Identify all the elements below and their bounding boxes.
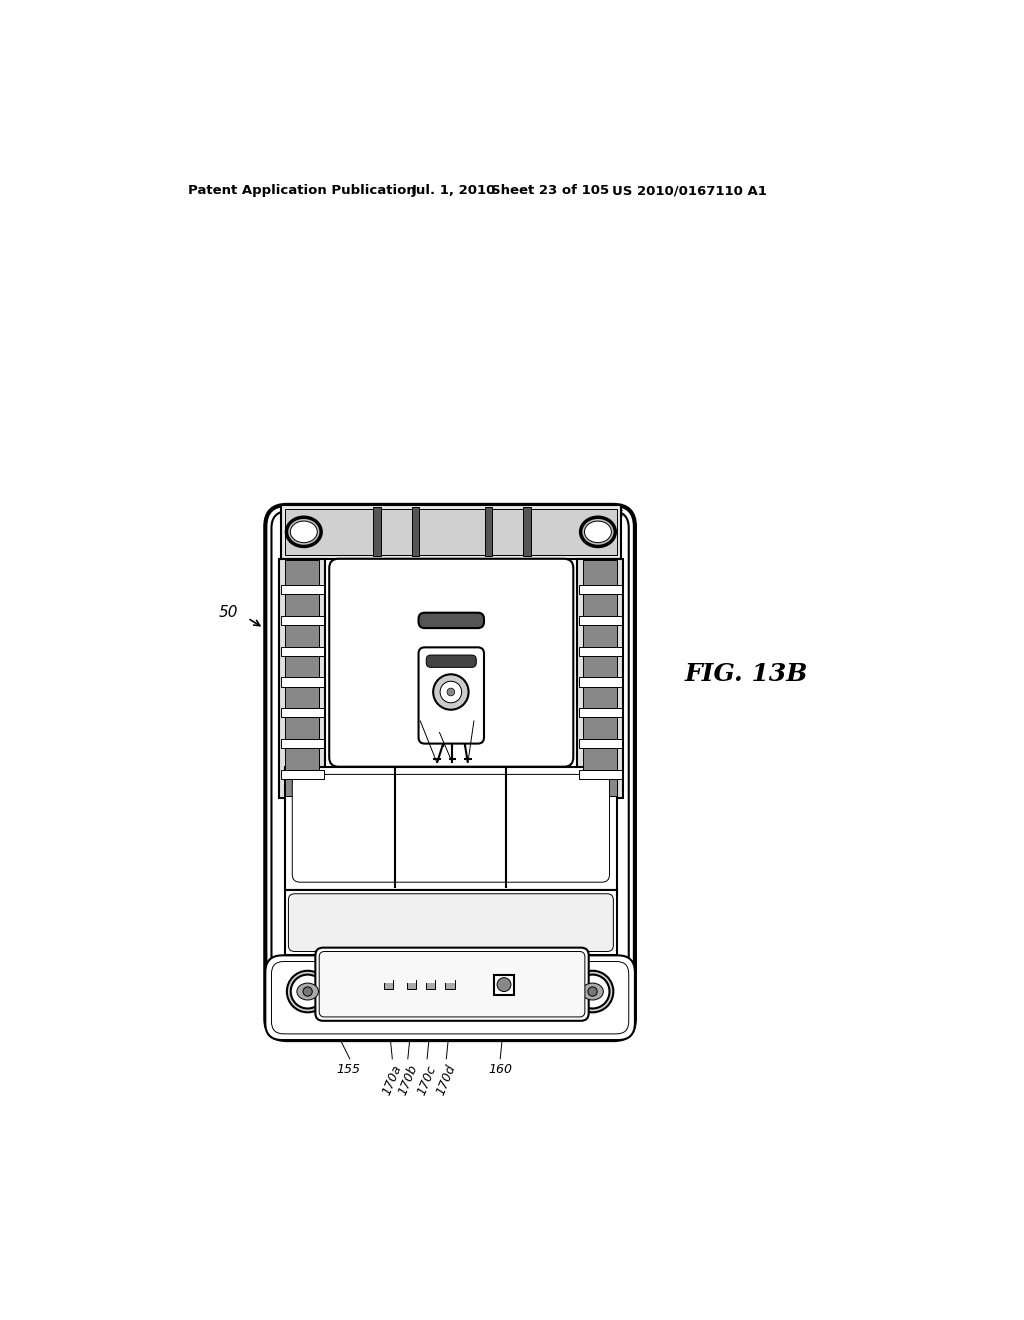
Bar (584, 560, 617, 796)
Ellipse shape (297, 983, 318, 1001)
Ellipse shape (287, 517, 322, 546)
Circle shape (433, 675, 469, 710)
FancyBboxPatch shape (265, 506, 635, 1040)
Bar (579, 647, 622, 656)
Bar (384, 979, 393, 983)
Text: 155: 155 (337, 1063, 360, 1076)
Text: 170d: 170d (434, 1063, 459, 1097)
Ellipse shape (585, 521, 611, 543)
Text: US 2010/0167110 A1: US 2010/0167110 A1 (611, 185, 767, 197)
Bar (384, 979, 393, 989)
Bar (407, 979, 416, 983)
Bar (523, 507, 531, 557)
Bar (281, 647, 324, 656)
Text: 170b: 170b (395, 1063, 420, 1097)
Text: 65: 65 (606, 510, 625, 524)
Bar (579, 615, 622, 626)
Text: 205: 205 (409, 726, 432, 739)
Ellipse shape (291, 521, 317, 543)
Text: Patent Application Publication: Patent Application Publication (188, 185, 416, 197)
Bar (445, 979, 455, 989)
Text: 50: 50 (219, 605, 239, 620)
Text: Sheet 23 of 105: Sheet 23 of 105 (490, 185, 609, 197)
Bar (281, 506, 621, 558)
FancyBboxPatch shape (315, 948, 589, 1020)
Bar (280, 558, 326, 797)
Ellipse shape (582, 983, 603, 1001)
Text: 275: 275 (352, 572, 379, 585)
FancyBboxPatch shape (426, 655, 476, 668)
FancyBboxPatch shape (419, 647, 484, 743)
Circle shape (571, 970, 613, 1012)
Circle shape (303, 987, 312, 997)
FancyBboxPatch shape (292, 775, 609, 882)
FancyBboxPatch shape (319, 952, 585, 1016)
Bar (494, 974, 514, 995)
Bar (281, 677, 324, 686)
FancyBboxPatch shape (289, 894, 613, 952)
Bar (281, 770, 324, 779)
Bar (579, 585, 622, 594)
Bar (281, 708, 324, 718)
Bar (579, 708, 622, 718)
Text: Jul. 1, 2010: Jul. 1, 2010 (412, 185, 496, 197)
Text: 160: 160 (488, 1063, 512, 1076)
Bar (281, 585, 324, 594)
Text: 180: 180 (377, 656, 397, 682)
Bar (578, 558, 624, 797)
Circle shape (575, 974, 609, 1008)
Circle shape (287, 970, 329, 1012)
Bar (281, 739, 324, 748)
Bar (426, 979, 435, 983)
Bar (579, 739, 622, 748)
Bar (407, 979, 416, 989)
Bar (281, 615, 324, 626)
Ellipse shape (581, 517, 615, 546)
Bar (285, 890, 617, 956)
FancyBboxPatch shape (265, 956, 635, 1040)
Bar (484, 507, 493, 557)
Bar (426, 979, 435, 989)
Circle shape (588, 987, 597, 997)
Text: FIG. 13B: FIG. 13B (685, 663, 808, 686)
Bar (579, 770, 622, 779)
Circle shape (440, 681, 462, 702)
Circle shape (497, 978, 511, 991)
FancyBboxPatch shape (330, 558, 573, 767)
Bar (412, 507, 419, 557)
Circle shape (291, 974, 325, 1008)
Text: 170a: 170a (380, 1063, 404, 1097)
Text: 195: 195 (427, 738, 452, 751)
Text: 190: 190 (462, 726, 486, 739)
Bar (579, 677, 622, 686)
Bar (286, 560, 319, 796)
Text: 170c: 170c (415, 1063, 439, 1097)
Circle shape (447, 688, 455, 696)
Text: 145: 145 (304, 821, 331, 836)
Bar (285, 508, 617, 554)
Bar (373, 507, 381, 557)
Bar (285, 767, 617, 890)
FancyBboxPatch shape (419, 612, 484, 628)
Bar (445, 979, 455, 983)
